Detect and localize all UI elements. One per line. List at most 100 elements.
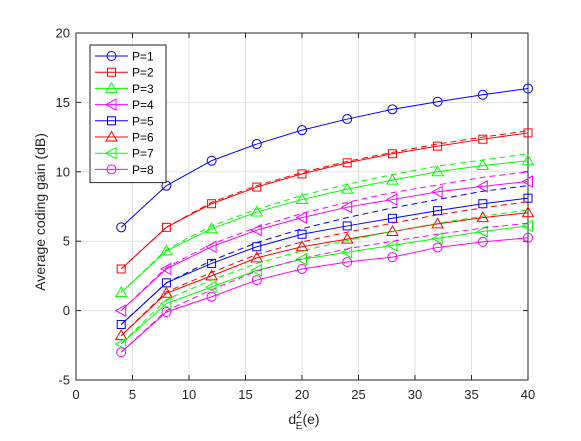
x-tick-label: 30 <box>408 387 422 402</box>
data-point <box>206 155 217 166</box>
legend-item: P=3 <box>95 82 154 96</box>
series-p3 <box>114 153 535 298</box>
data-point <box>387 252 398 263</box>
series-dashed-line <box>120 222 529 353</box>
data-point <box>342 257 353 268</box>
data-point <box>342 114 353 125</box>
data-point <box>250 264 262 277</box>
y-tick-label: 0 <box>63 303 70 318</box>
series-line <box>120 181 529 311</box>
data-point <box>250 205 264 217</box>
data-point <box>476 180 488 193</box>
series-dashed-line <box>120 209 529 345</box>
x-axis-label-part: d <box>288 411 296 427</box>
series-line <box>120 160 529 293</box>
data-point <box>159 262 172 276</box>
data-point <box>342 158 352 168</box>
data-point <box>478 134 488 144</box>
data-point <box>250 251 264 263</box>
data-point <box>297 125 307 136</box>
x-tick-label: 25 <box>351 387 365 402</box>
y-axis-label: Average coding gain (dB) <box>32 133 48 291</box>
x-tick-label: 10 <box>182 387 196 402</box>
data-point <box>476 225 488 238</box>
data-point <box>160 286 173 298</box>
data-point <box>252 182 262 192</box>
legend-marker <box>105 81 118 93</box>
x-tick-label: 40 <box>521 387 535 402</box>
series-line <box>120 197 529 325</box>
x-axis-label-part: (e) <box>302 411 319 427</box>
data-point <box>385 239 398 252</box>
legend-item: P=2 <box>95 66 154 80</box>
legend-item: P=8 <box>95 163 154 177</box>
data-point <box>340 232 354 244</box>
data-point <box>431 217 444 229</box>
x-tick-label: 15 <box>238 387 252 402</box>
legend-label: P=2 <box>132 66 154 80</box>
data-point <box>385 193 398 206</box>
data-point <box>523 83 533 94</box>
data-point <box>523 128 533 138</box>
series-p8 <box>116 222 533 358</box>
data-point <box>521 175 533 188</box>
series-dashed-line <box>120 130 529 270</box>
data-point <box>114 286 128 298</box>
series-line <box>120 237 529 353</box>
data-point <box>431 232 443 245</box>
x-tick-label: 5 <box>129 387 136 402</box>
data-point <box>432 242 443 253</box>
data-point <box>386 173 399 185</box>
legend-item: P=4 <box>95 98 154 112</box>
legend-item: P=5 <box>95 114 154 128</box>
series-p1 <box>116 83 533 233</box>
data-point <box>297 263 307 274</box>
x-tick-label: 20 <box>295 387 309 402</box>
data-point <box>340 200 353 214</box>
data-point <box>340 245 353 259</box>
data-point <box>161 222 171 232</box>
legend-label: P=7 <box>132 147 154 161</box>
data-point <box>161 306 172 317</box>
data-point <box>206 291 217 302</box>
data-point <box>251 139 262 150</box>
series-line <box>120 225 529 345</box>
data-point <box>295 240 309 252</box>
data-point <box>432 96 443 107</box>
data-point <box>114 337 127 351</box>
series-line <box>120 88 529 228</box>
data-point <box>387 213 397 223</box>
y-tick-label: 10 <box>56 164 70 179</box>
y-tick-label: 20 <box>56 26 70 41</box>
legend-marker <box>107 116 116 126</box>
data-point <box>340 182 354 194</box>
data-point <box>207 258 217 268</box>
legend-item: P=7 <box>95 147 154 161</box>
data-point <box>114 329 128 341</box>
x-tick-label: 0 <box>72 387 79 402</box>
data-point <box>295 252 307 266</box>
data-point <box>342 221 352 231</box>
data-point <box>116 319 126 329</box>
data-point <box>250 223 262 237</box>
data-point <box>205 240 217 254</box>
data-point <box>387 149 397 159</box>
series-dashed-line <box>120 185 529 325</box>
y-tick-label: 15 <box>56 95 70 110</box>
data-point <box>387 104 398 115</box>
legend-marker <box>107 67 116 77</box>
data-point <box>521 206 535 218</box>
legend-label: P=3 <box>132 82 154 96</box>
x-axis-label-part: E <box>296 421 303 432</box>
x-axis-label: d2 E(e) <box>288 410 319 432</box>
data-point <box>297 169 307 179</box>
y-tick-label: 5 <box>63 234 70 249</box>
data-point <box>159 297 172 311</box>
series-dashed-line <box>120 201 529 336</box>
data-point <box>116 347 127 358</box>
data-point <box>521 154 535 166</box>
legend-marker <box>104 98 117 111</box>
